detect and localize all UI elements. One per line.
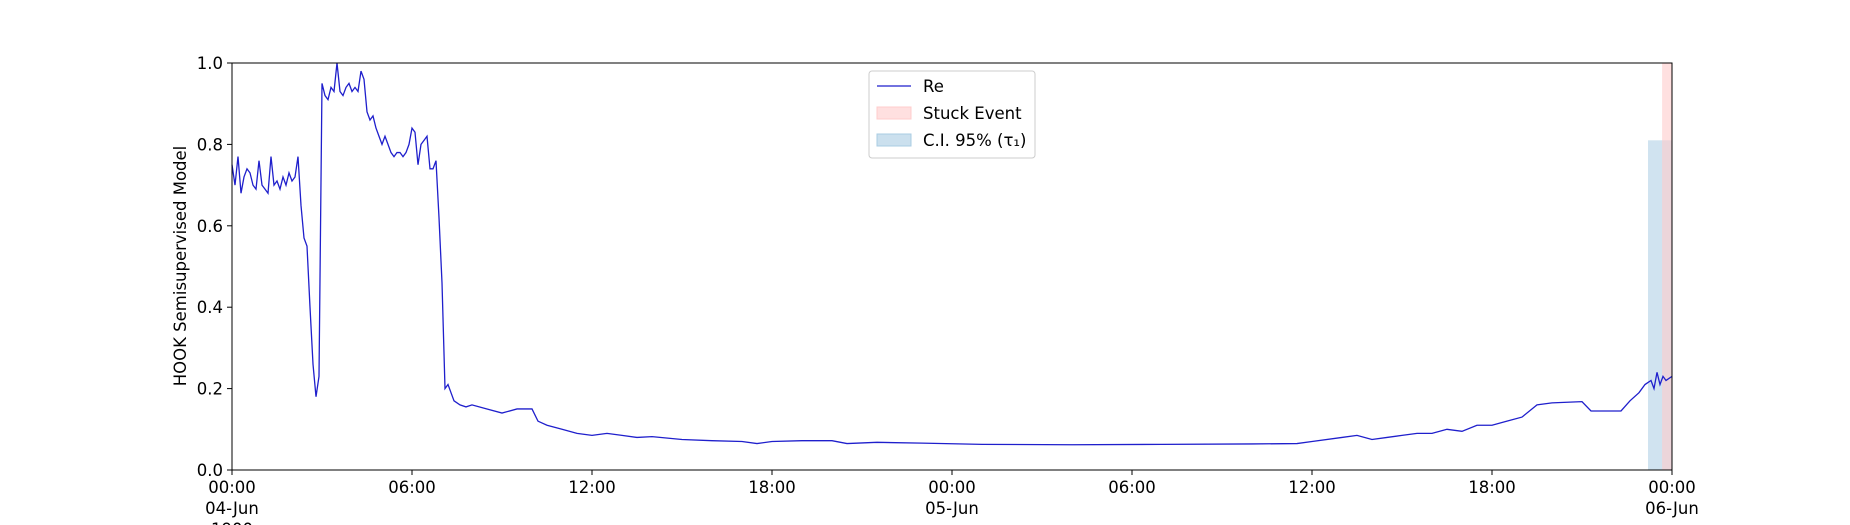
x-tick-label-line: 04-Jun — [205, 499, 259, 518]
x-tick-label-line: 06:00 — [388, 478, 436, 497]
y-axis-label: HOOK Semisupervised Model — [171, 146, 190, 387]
y-tick-label: 0.0 — [197, 461, 223, 480]
x-tick-label-line: 18:00 — [748, 478, 796, 497]
y-tick-label: 0.8 — [197, 135, 223, 154]
x-tick-label-line: 00:00 — [928, 478, 976, 497]
legend-label: Re — [923, 77, 944, 96]
legend-patch — [876, 133, 912, 147]
x-tick-label-line: 06-Jun — [1645, 499, 1699, 518]
y-tick-label: 0.6 — [197, 217, 223, 236]
x-tick-label-line: 06:00 — [1108, 478, 1156, 497]
x-tick-label: 00:00 05-Jun — [925, 478, 979, 518]
data-line — [231, 62, 1673, 446]
x-tick-label: 00:00 06-Jun — [1645, 478, 1699, 518]
legend-label: C.I. 95% (τ₁) — [923, 131, 1026, 150]
legend-patch — [876, 106, 912, 120]
x-tick-label-line: 05-Jun — [925, 499, 979, 518]
x-tick-label-line: 00:00 — [1648, 478, 1696, 497]
x-tick-label: 12:00 — [1288, 478, 1336, 497]
y-tick-label: 1.0 — [197, 54, 223, 73]
x-tick-label: 06:00 — [388, 478, 436, 497]
x-tick-label: 00:00 04-Jun 1900 — [205, 478, 259, 525]
x-tick-label: 06:00 — [1108, 478, 1156, 497]
x-tick-label-line: 18:00 — [1468, 478, 1516, 497]
y-tick-label: 0.4 — [197, 298, 223, 317]
y-tick-label: 0.2 — [197, 380, 223, 399]
x-tick-label-line: 00:00 — [208, 478, 256, 497]
x-tick-label-line: 12:00 — [568, 478, 616, 497]
x-tick-label: 12:00 — [568, 478, 616, 497]
x-tick-label: 18:00 — [748, 478, 796, 497]
x-tick-label: 18:00 — [1468, 478, 1516, 497]
span-region — [1662, 63, 1672, 470]
x-tick-label-line: 1900 — [211, 520, 253, 525]
legend-label: Stuck Event — [923, 104, 1022, 123]
x-tick-label-line: 12:00 — [1288, 478, 1336, 497]
